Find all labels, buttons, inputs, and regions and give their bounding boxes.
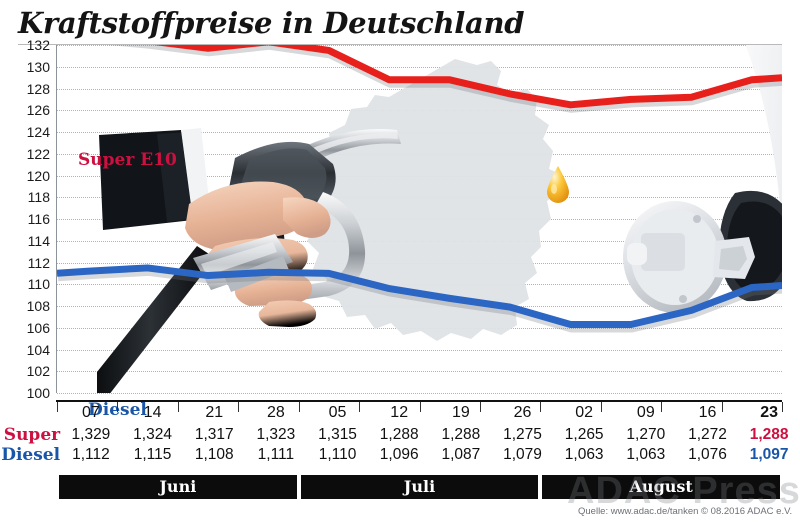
super-price-cell: 1,288 [749, 426, 789, 443]
date-cell: 09 [636, 404, 655, 421]
data-table-wrap: 07 14 21 28 05 12 19 26 02 09 16 23 Super 1,329 1,324… [0, 400, 800, 470]
y-axis-tick-label: 114 [27, 232, 50, 249]
gridline [57, 45, 782, 46]
super-price-cell: 1,288 [379, 426, 419, 443]
source-note: Quelle: www.adac.de/tanken © 08.2016 ADA… [578, 506, 793, 517]
y-axis-tick-label: 116 [27, 211, 50, 227]
x-axis-tick [298, 402, 300, 412]
y-axis-tick-label: 112 [27, 254, 50, 271]
x-axis-tick [540, 402, 542, 412]
date-cell: 19 [451, 404, 470, 421]
month-bar-august: August [542, 475, 780, 499]
gridline [57, 349, 782, 351]
chart-area: 100 102 104 106 108 110 112 114 116 118 120 122 124 1… [0, 37, 800, 420]
x-axis-tick [721, 402, 723, 412]
y-axis-tick-label: 106 [26, 319, 50, 336]
gridline [57, 371, 782, 373]
car-fuel-flap-illustration [623, 45, 782, 313]
row-label-super: Super [3, 425, 61, 445]
y-axis-tick-label: 118 [27, 189, 50, 206]
y-axis-tick-label: 102 [26, 363, 50, 380]
month-bar-juli: Juli [300, 475, 539, 499]
super-price-cell: 1,272 [688, 426, 727, 443]
super-price-cell: 1,317 [194, 426, 234, 443]
diesel-price-cell: 1,112 [72, 446, 110, 463]
y-axis-tick-label: 108 [26, 298, 50, 314]
date-cell: 14 [143, 404, 162, 421]
x-axis-tick [177, 402, 179, 412]
y-axis-tick-label: 122 [26, 145, 50, 162]
month-bar-juni: Juni [59, 475, 297, 499]
y-axis-line [56, 45, 57, 393]
line-diesel [57, 264, 782, 328]
fuel-drop-icon [547, 166, 569, 203]
gridline [57, 66, 782, 68]
diesel-price-cell: 1,110 [318, 446, 357, 463]
x-axis-tick [117, 402, 119, 412]
data-lines [57, 45, 782, 333]
x-axis-tick [359, 402, 361, 412]
gridline [57, 393, 782, 394]
diesel-price-cell: 1,108 [194, 446, 234, 463]
date-cell: 16 [698, 404, 717, 421]
x-axis-tick [419, 402, 421, 412]
date-cell: 26 [513, 404, 532, 421]
y-axis-tick-label: 120 [26, 167, 50, 184]
data-table: 07 14 21 28 05 12 19 26 02 09 16 23 Super 1,329 1,324… [0, 402, 800, 465]
date-cell: 21 [205, 404, 224, 421]
date-cell: 02 [575, 404, 594, 421]
diesel-price-cell: 1,063 [564, 446, 604, 463]
diesel-price-cell: 1,063 [626, 446, 666, 463]
super-price-cell: 1,323 [256, 426, 296, 443]
title-divider [18, 44, 782, 45]
line-shadow-super [58, 45, 782, 113]
diesel-price-cell: 1,087 [441, 446, 481, 463]
y-axis-tick-label: 100 [26, 385, 50, 401]
date-cell: 12 [390, 404, 409, 421]
super-price-cell: 1,315 [318, 426, 357, 443]
row-label-diesel: Diesel [1, 445, 61, 465]
super-price-cell: 1,324 [133, 426, 172, 443]
plot-area [57, 45, 782, 393]
diesel-price-cell: 1,096 [379, 446, 419, 463]
x-axis-tick [661, 402, 663, 412]
date-cell: 28 [266, 404, 285, 421]
super-price-cell: 1,270 [626, 426, 666, 443]
super-price-cell: 1,288 [441, 426, 481, 443]
y-axis-tick-label: 110 [27, 276, 50, 293]
y-axis-tick-label: 126 [26, 102, 50, 119]
table-row-diesel: Diesel 1,112 1,115 1,108 1,111 1,110 1,096 1,08… [0, 445, 800, 465]
diesel-price-cell: 1,076 [688, 446, 727, 463]
super-price-cell: 1,275 [503, 426, 542, 443]
table-row-dates: 07 14 21 28 05 12 19 26 02 09 16 23 [0, 402, 800, 425]
x-axis-tick [238, 402, 240, 412]
y-axis-tick-label: 128 [26, 80, 50, 97]
line-shadow-diesel [57, 267, 782, 333]
x-axis-line [56, 400, 782, 402]
dates-row-label [0, 402, 60, 425]
y-axis-tick-label: 124 [26, 124, 50, 140]
y-axis-tick-label: 130 [26, 58, 50, 75]
y-axis-tick-label: 104 [26, 341, 50, 358]
date-cell: 05 [328, 404, 347, 421]
y-axis-tick-label: 132 [26, 37, 50, 53]
x-axis-tick [782, 402, 783, 412]
x-axis-tick [479, 402, 481, 412]
line-super [154, 45, 782, 109]
table-row-super: Super 1,329 1,324 1,317 1,323 1,315 1,288 1,288… [0, 425, 800, 445]
date-cell: 23 [760, 404, 779, 421]
series-label-super: Super E10 [78, 150, 177, 170]
diesel-price-cell: 1,115 [133, 446, 172, 463]
diesel-price-cell: 1,097 [749, 446, 789, 463]
diesel-price-cell: 1,111 [257, 446, 295, 463]
month-bars: Juni Juli August [0, 475, 800, 501]
super-price-cell: 1,265 [564, 426, 604, 443]
page-title: Kraftstoffpreise in Deutschland [18, 6, 525, 40]
super-price-cell: 1,329 [71, 426, 111, 443]
x-axis-tick [600, 402, 602, 412]
date-cell: 07 [82, 404, 100, 421]
diesel-price-cell: 1,079 [503, 446, 542, 463]
x-axis-tick [57, 402, 58, 412]
